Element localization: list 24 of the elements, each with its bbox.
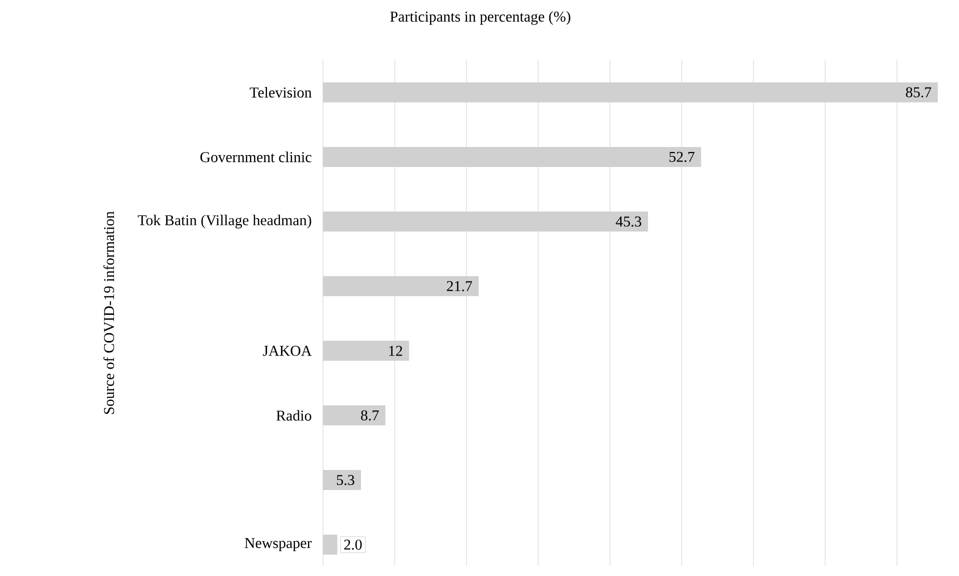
bar <box>323 405 386 426</box>
data-label: 21.7 <box>446 281 472 292</box>
data-label: 5.3 <box>336 474 354 486</box>
y-tick-label: JAKOA <box>262 346 312 356</box>
bar <box>323 82 938 102</box>
data-label: 12 <box>389 346 402 356</box>
data-label: 85.7 <box>906 87 932 98</box>
y-tick-label: Television <box>250 86 312 98</box>
y-tick-label: Government clinic <box>200 152 312 162</box>
x-axis-title: Participants in percentage (%) <box>390 11 570 25</box>
bar <box>323 534 338 555</box>
data-label: 8.7 <box>361 410 379 420</box>
bar <box>323 146 702 167</box>
bar <box>323 470 362 490</box>
y-tick-label: Tok Batin (Village headman) <box>138 214 312 228</box>
y-axis-title: Source of COVID-19 information <box>103 211 114 414</box>
data-label: 52.7 <box>670 152 694 162</box>
data-label: 45.3 <box>616 216 642 227</box>
y-tick-label: Radio <box>276 410 312 421</box>
y-tick-label: Newspaper <box>244 538 312 552</box>
bar <box>323 211 648 232</box>
data-label: 2.0 <box>344 539 362 550</box>
bar <box>323 276 479 296</box>
bar <box>323 340 410 361</box>
